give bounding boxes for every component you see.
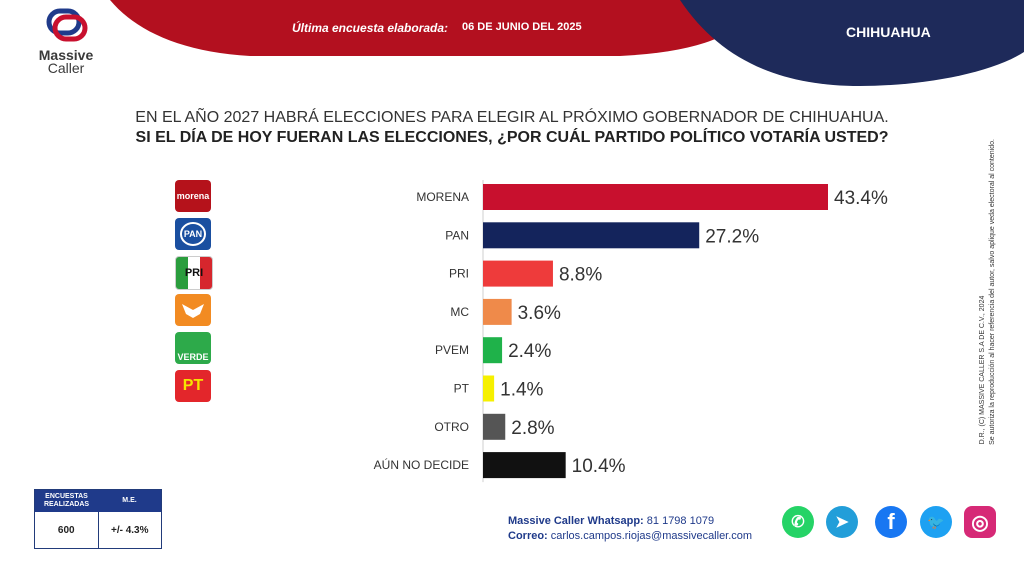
margin-error-value: +/- 4.3% [110,524,149,536]
category-label: OTRO [434,420,469,434]
value-label: 2.4% [508,341,551,362]
whatsapp-number[interactable]: 81 1798 1079 [646,515,715,527]
bar-morena [483,184,828,210]
margin-error-header: M.E. [122,497,137,504]
bar-pan [483,222,700,249]
value-label: 8.8% [559,265,602,286]
pri-logo: PRI [175,256,213,290]
survey-date-label: Última encuesta elaborada: [292,21,449,35]
category-label: PT [454,382,470,396]
value-label: 43.4% [834,188,888,209]
telegram-icon[interactable]: ➤ [826,506,858,538]
bar-otro [483,413,506,440]
category-label: PVEM [435,343,469,357]
category-label: MORENA [416,190,469,204]
twitter-icon[interactable]: 🐦 [920,506,952,538]
brand-name-line1: Massive [38,47,94,63]
contact-info: Massive Caller Whatsapp: 81 1798 1079 Co… [508,514,752,544]
email-address[interactable]: carlos.campos.riojas@massivecaller.com [550,530,753,542]
category-label: PAN [445,228,469,242]
bar-pt [483,375,495,402]
copyright-note: D.R., (C) MASSIVE CALLER S.A DE C.V., 20… [979,139,996,445]
whatsapp-icon[interactable]: ✆ [782,506,814,538]
copyright-line-1: D.R., (C) MASSIVE CALLER S.A DE C.V., 20… [979,296,986,445]
question-line-1: EN EL AÑO 2027 HABRÁ ELECCIONES PARA ELE… [135,109,889,126]
category-label: PRI [449,267,469,281]
copyright-line-2: Se autoriza la reproducción al hacer ref… [989,139,996,445]
surveys-header: ENCUESTAS REALIZADAS [43,493,90,508]
email-label: Correo: [508,530,548,542]
eagle-icon [182,304,204,318]
brand-logo: Massive Caller [30,8,102,78]
pvem-logo: VERDE [175,332,211,364]
value-label: 2.8% [511,418,554,439]
instagram-icon[interactable]: ◎ [964,506,996,538]
pt-logo: PT [175,370,211,402]
surveys-value: 600 [35,512,99,548]
bar-a-n-no-decide [483,452,566,479]
survey-date: 06 DE JUNIO DEL 2025 [462,21,582,33]
whatsapp-label: Massive Caller Whatsapp: [508,515,644,527]
brand-name-line2: Caller [47,60,85,76]
survey-stats-table: ENCUESTAS REALIZADAS M.E. 600 +/- 4.3% [34,489,162,549]
value-label: 1.4% [500,380,543,401]
logo-icon [46,8,88,42]
region-title: CHIHUAHUA [846,24,931,40]
pan-logo: PAN [175,218,211,250]
category-label: AÚN NO DECIDE [374,457,469,472]
pan-logo-text: PAN [179,222,207,246]
value-label: 10.4% [572,456,626,477]
value-label: 27.2% [705,226,759,247]
category-label: MC [450,305,469,319]
bar-pri [483,260,553,287]
value-label: 3.6% [518,303,561,324]
header-banner [110,0,1024,86]
morena-logo: morena [175,180,211,212]
bar-mc [483,298,512,325]
facebook-icon[interactable]: f [875,506,907,538]
question-line-2: SI EL DÍA DE HOY FUERAN LAS ELECCIONES, … [135,129,889,146]
bar-pvem [483,337,503,364]
mc-logo [175,294,211,326]
